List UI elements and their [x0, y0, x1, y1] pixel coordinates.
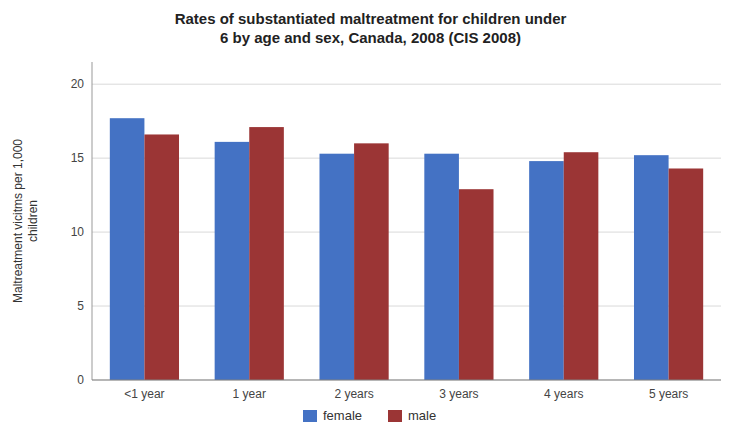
bar [319, 154, 354, 380]
bar [459, 189, 494, 380]
legend-swatch [303, 410, 317, 422]
legend: female male [303, 408, 436, 423]
x-tick-label: 1 year [233, 387, 266, 401]
bar [144, 134, 179, 380]
legend-swatch [388, 410, 402, 422]
x-tick-label: 2 years [334, 387, 373, 401]
chart-title: Rates of substantiated maltreatment for … [175, 10, 567, 46]
bar [354, 143, 389, 380]
x-tick-label: <1 year [124, 387, 164, 401]
bar [110, 118, 145, 380]
x-tick-label: 5 years [649, 387, 688, 401]
bar [424, 154, 459, 380]
legend-label: male [408, 408, 436, 423]
grid-line [92, 232, 721, 233]
grid-line [92, 380, 721, 381]
bar [215, 142, 250, 380]
y-axis-line [92, 62, 93, 380]
x-tick-label: 3 years [439, 387, 478, 401]
y-tick-label: 10 [71, 225, 85, 239]
grid-line [92, 158, 721, 159]
y-tick-label: 0 [77, 373, 84, 387]
grid-line [92, 306, 721, 307]
y-tick-label: 5 [77, 299, 84, 313]
y-grid [92, 84, 721, 380]
x-axis-line [92, 380, 721, 381]
y-label-line: Maltreatment vicitms per 1,000 [11, 139, 25, 303]
y-tick-label: 15 [71, 151, 85, 165]
bar [669, 168, 704, 380]
bar [529, 161, 564, 380]
y-axis-label: Maltreatment vicitms per 1,000children [11, 139, 40, 303]
legend-label: female [323, 408, 362, 423]
y-tick-label: 20 [71, 77, 85, 91]
x-tick-label: 4 years [544, 387, 583, 401]
title-line: 6 by age and sex, Canada, 2008 (CIS 2008… [220, 29, 521, 46]
title-line: Rates of substantiated maltreatment for … [175, 10, 567, 27]
bar [249, 127, 284, 380]
grid-line [92, 84, 721, 85]
bars [110, 118, 703, 380]
chart-container: Rates of substantiated maltreatment for … [0, 0, 741, 442]
bar [564, 152, 599, 380]
chart-svg: Rates of substantiated maltreatment for … [0, 0, 741, 442]
bar [634, 155, 669, 380]
y-label-line: children [26, 200, 40, 242]
